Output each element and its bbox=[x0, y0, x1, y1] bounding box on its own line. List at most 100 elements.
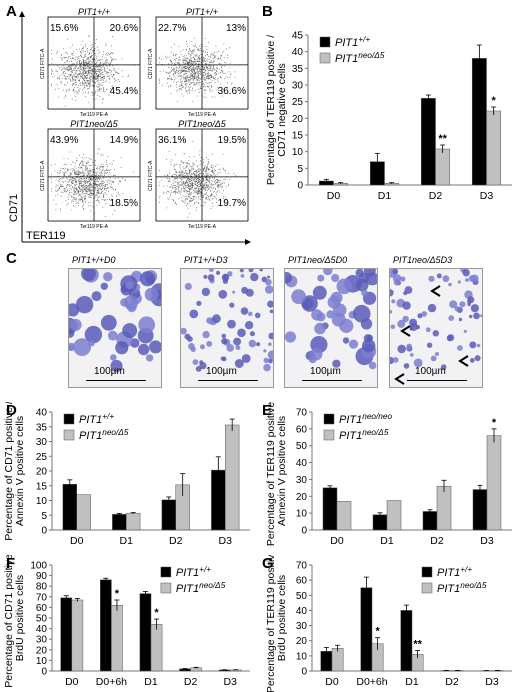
chart-b: 0 5 10 15 20 25 30 35 40 45 Percentage of TER119 p… bbox=[265, 31, 512, 202]
cell bbox=[248, 311, 253, 317]
flow-plot-title: PIT1+/+ bbox=[186, 7, 218, 17]
bar bbox=[420, 98, 436, 186]
x-tick-label: D0+6h bbox=[96, 676, 127, 688]
cell bbox=[426, 342, 433, 348]
cell bbox=[404, 286, 413, 294]
significance-marker: ** bbox=[438, 133, 447, 145]
cell bbox=[263, 357, 269, 363]
legend-swatch bbox=[63, 413, 75, 425]
y-tick-label: 90 bbox=[36, 571, 48, 582]
cell bbox=[448, 282, 452, 287]
bar bbox=[360, 587, 373, 672]
cell bbox=[221, 356, 227, 362]
cell bbox=[206, 317, 213, 324]
x-tick-label: D0 bbox=[327, 190, 341, 202]
cell bbox=[123, 295, 139, 310]
cell bbox=[254, 312, 261, 319]
cell bbox=[100, 282, 108, 290]
cell bbox=[188, 343, 195, 350]
y-tick-label: 0 bbox=[301, 667, 307, 678]
panel-letter-d: D bbox=[6, 402, 17, 419]
cell bbox=[323, 269, 333, 276]
y-axis-label: Percentage of TER119 positive /BrdU posi… bbox=[265, 555, 288, 692]
cell bbox=[232, 290, 236, 294]
cell bbox=[110, 354, 117, 361]
y-tick-label: 60 bbox=[296, 576, 308, 587]
cell bbox=[84, 325, 103, 344]
panel-letter-a: A bbox=[6, 3, 17, 20]
flow-plot-events bbox=[159, 140, 237, 218]
cell bbox=[237, 328, 246, 338]
cell bbox=[209, 269, 214, 273]
chart-e: 0 10 20 30 40 50 60 70 Percentage of TER119 posi… bbox=[265, 402, 512, 547]
bar bbox=[161, 499, 176, 531]
micrograph-image bbox=[389, 268, 483, 388]
cell bbox=[73, 338, 91, 356]
cell bbox=[402, 301, 411, 310]
x-tick-label: D2 bbox=[184, 676, 198, 688]
scale-bar bbox=[407, 380, 467, 382]
cell bbox=[397, 319, 406, 328]
cell bbox=[330, 291, 343, 304]
y-tick-label: 15 bbox=[292, 131, 304, 142]
cell bbox=[268, 332, 273, 340]
cell bbox=[432, 330, 439, 337]
y-tick-label: 15 bbox=[36, 481, 48, 492]
flow-plot-y-label: CD71 FITC-A bbox=[40, 160, 46, 191]
cell bbox=[409, 322, 418, 331]
y-axis-label: Percentage of TER119 positive /CD71 nega… bbox=[265, 35, 288, 185]
cell bbox=[249, 331, 255, 337]
cell bbox=[233, 337, 242, 346]
cell bbox=[390, 324, 396, 330]
bar bbox=[126, 512, 141, 531]
flow-plot: PIT1+/+22.7% 13% 36.6% CD71 FITC-A Ter119 PE… bbox=[148, 7, 249, 118]
cell bbox=[145, 354, 154, 362]
y-tick-label: 20 bbox=[36, 645, 48, 656]
cell bbox=[202, 330, 210, 339]
cell bbox=[470, 304, 479, 313]
cell bbox=[360, 318, 373, 330]
significance-marker: * bbox=[375, 626, 380, 638]
cell bbox=[241, 354, 251, 363]
cell bbox=[409, 353, 414, 357]
cell bbox=[465, 278, 469, 282]
y-tick-label: 20 bbox=[296, 492, 308, 503]
micrograph-title: PIT1neo/Δ5D0 bbox=[288, 255, 348, 265]
cell bbox=[75, 296, 94, 314]
y-tick-label: 60 bbox=[296, 424, 308, 435]
bar bbox=[471, 58, 487, 186]
flow-plot-events bbox=[159, 37, 236, 103]
cell bbox=[196, 300, 202, 306]
quadrant-value-bottom-right: 19.7% bbox=[218, 198, 246, 209]
cell bbox=[468, 275, 476, 282]
legend-swatch bbox=[63, 429, 75, 441]
legend-swatch bbox=[160, 566, 172, 578]
quadrant-value-top-left: 22.7% bbox=[158, 23, 186, 34]
flow-plot-events bbox=[51, 148, 134, 217]
y-axis-label: Percentage of CD71 positive /Annexin V p… bbox=[3, 402, 26, 541]
cell bbox=[355, 269, 364, 277]
bar bbox=[322, 487, 338, 531]
flow-plot: PIT1neo/Δ5 36.1% 19.5% 19.7% CD71 FITC-A Ter1… bbox=[148, 119, 249, 230]
y-tick-label: 70 bbox=[296, 561, 308, 572]
y-tick-label: 70 bbox=[36, 592, 48, 603]
cell bbox=[348, 339, 359, 349]
x-tick-label: D1 bbox=[144, 676, 158, 688]
cell bbox=[317, 274, 325, 282]
cell bbox=[240, 274, 245, 278]
chart-d: 0 5 10 15 20 25 30 35 40 Percentage of CD71 posit… bbox=[3, 402, 250, 547]
cell bbox=[144, 287, 159, 302]
cell bbox=[469, 314, 473, 319]
x-tick-label: D0+6h bbox=[356, 676, 387, 688]
y-tick-label: 40 bbox=[292, 47, 304, 58]
cell bbox=[192, 359, 199, 365]
legend-swatch bbox=[319, 36, 331, 48]
cell bbox=[361, 289, 368, 297]
cell bbox=[392, 357, 399, 363]
flow-plot-y-label: CD71 FITC-A bbox=[148, 48, 154, 79]
y-tick-label: 10 bbox=[36, 656, 48, 667]
bar bbox=[436, 485, 452, 531]
bar bbox=[486, 435, 502, 531]
y-tick-label: 70 bbox=[296, 408, 308, 419]
